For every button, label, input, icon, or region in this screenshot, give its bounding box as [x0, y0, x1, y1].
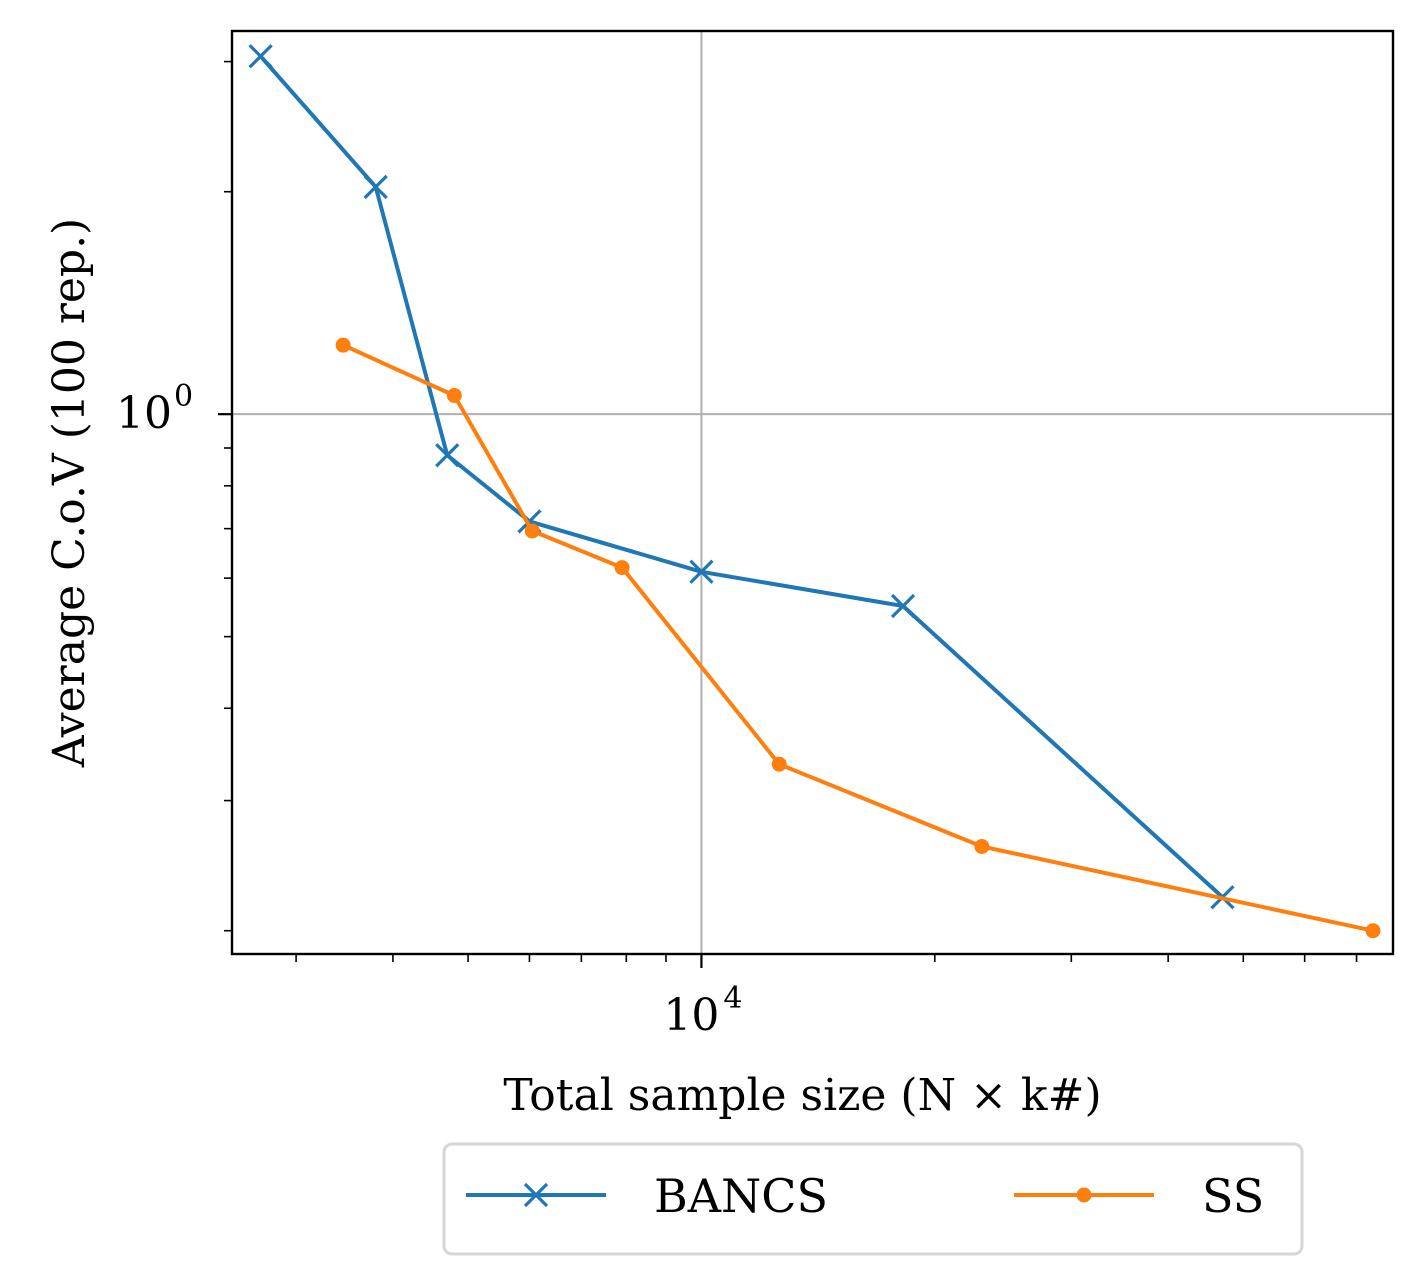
marker-stroke	[890, 593, 916, 619]
marker-stroke	[523, 1182, 549, 1208]
x-tick-label-exponent: 4	[723, 981, 742, 1016]
legend-marker-bancs	[523, 1182, 549, 1208]
data-point-ss	[446, 387, 462, 403]
data-point-bancs	[890, 593, 916, 619]
data-point-ss	[524, 523, 540, 539]
legend-label-bancs: BANCS	[654, 1169, 828, 1223]
axes-frame	[230, 29, 1395, 956]
x-tick-label: 10	[663, 990, 719, 1041]
legend-entry-ss: SS	[1014, 1169, 1264, 1223]
data-point-ss	[614, 560, 630, 576]
y-tick-label: 10	[116, 388, 172, 439]
series-ss	[335, 337, 1381, 939]
data-point-bancs	[435, 443, 460, 468]
data-point-ss	[335, 337, 351, 353]
legend-entry-bancs: BANCS	[466, 1169, 828, 1223]
marker-stroke	[435, 443, 460, 468]
data-point-bancs	[363, 174, 388, 200]
legend-label-ss: SS	[1202, 1169, 1264, 1223]
legend-marker-ss	[1076, 1187, 1092, 1203]
data-point-ss	[974, 839, 990, 855]
marker-stroke	[363, 174, 388, 200]
data-point-ss	[771, 756, 787, 772]
y-axis-title: Average C.o.V (100 rep.)	[44, 218, 95, 768]
data-point-ss	[1365, 923, 1381, 939]
data-point-bancs	[689, 559, 714, 584]
legend-box	[442, 1142, 1304, 1256]
legend: BANCS SS	[442, 1142, 1304, 1256]
marker-stroke	[517, 509, 542, 534]
marker-stroke	[689, 559, 714, 584]
x-axis-title: Total sample size (N × k#)	[503, 1070, 1101, 1121]
data-point-bancs	[248, 44, 273, 69]
marker-stroke	[248, 44, 273, 69]
y-tick-label-exponent: 0	[174, 379, 193, 414]
